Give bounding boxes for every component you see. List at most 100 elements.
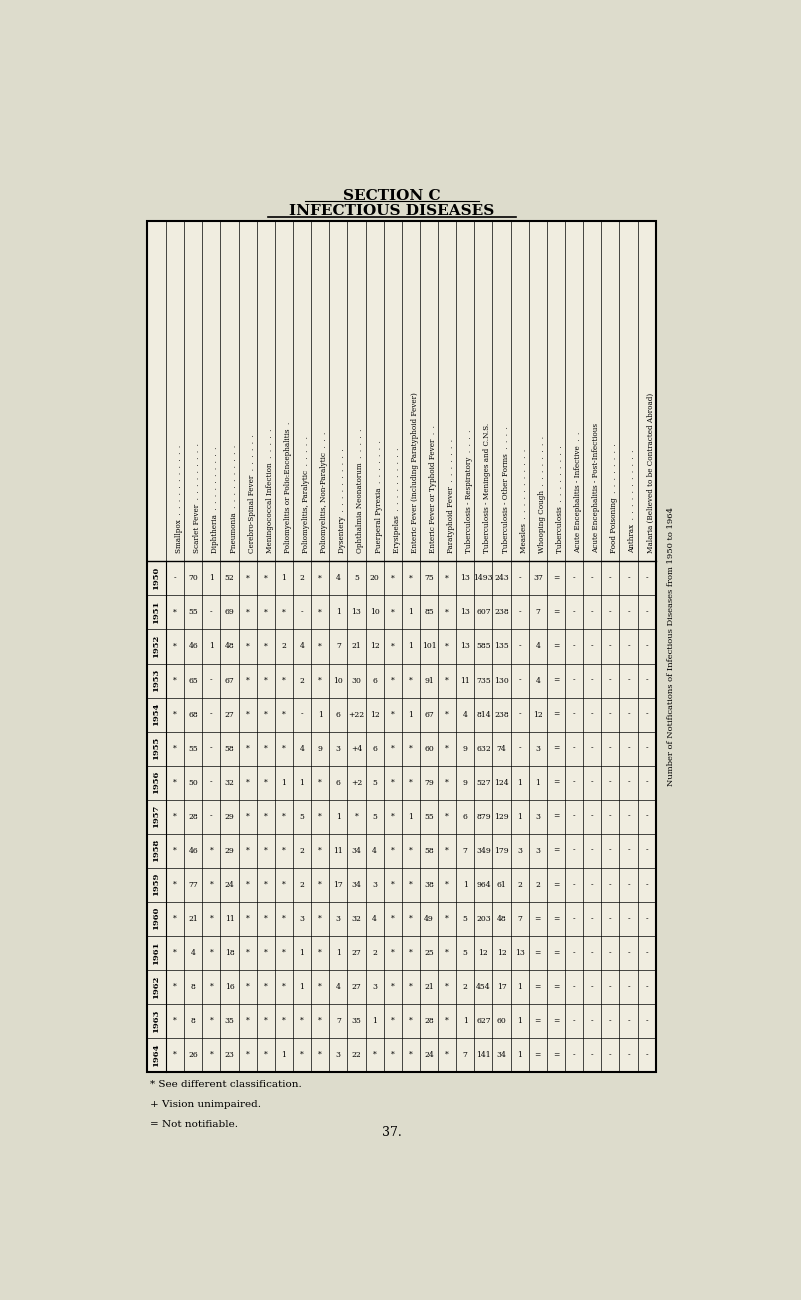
Text: 49: 49 (425, 915, 434, 923)
Text: Enteric Fever (including Paratyphoid Fever): Enteric Fever (including Paratyphoid Fev… (411, 393, 419, 554)
Text: -: - (646, 608, 648, 616)
Text: *: * (264, 676, 268, 685)
Text: 1964: 1964 (152, 1043, 160, 1066)
Text: 38: 38 (424, 880, 434, 889)
Text: -: - (573, 1050, 575, 1060)
Text: 21: 21 (188, 915, 198, 923)
Text: *: * (282, 846, 286, 854)
Text: 7: 7 (535, 608, 540, 616)
Text: *: * (246, 983, 250, 991)
Text: 20: 20 (370, 575, 380, 582)
Text: 1962: 1962 (152, 975, 160, 998)
Text: Tuberculosis - Other Forms  .  .  .  .: Tuberculosis - Other Forms . . . . (501, 426, 509, 554)
Text: 130: 130 (494, 676, 509, 685)
Text: *: * (445, 1017, 449, 1024)
Text: -: - (518, 676, 521, 685)
Text: -: - (573, 745, 575, 753)
Text: -: - (646, 880, 648, 889)
Text: *: * (173, 880, 177, 889)
Text: -: - (609, 846, 612, 854)
Text: -: - (646, 711, 648, 719)
Text: 46: 46 (188, 846, 198, 854)
Text: *: * (391, 642, 395, 650)
Text: Enteric Fever or Typhoid Fever  .  .: Enteric Fever or Typhoid Fever . . (429, 425, 437, 554)
Text: *: * (246, 880, 250, 889)
Text: 2: 2 (300, 575, 304, 582)
Text: *: * (445, 983, 449, 991)
Text: *: * (318, 676, 322, 685)
Text: -: - (591, 642, 594, 650)
Text: *: * (445, 846, 449, 854)
Text: =: = (553, 812, 559, 820)
Text: 13: 13 (461, 575, 470, 582)
Text: *: * (391, 1017, 395, 1024)
Text: 238: 238 (494, 608, 509, 616)
Text: 1: 1 (318, 711, 323, 719)
Text: *: * (246, 745, 250, 753)
Text: -: - (627, 608, 630, 616)
Text: 27: 27 (224, 711, 235, 719)
Text: *: * (173, 1050, 177, 1060)
Text: 1: 1 (409, 711, 413, 719)
Text: -: - (573, 1017, 575, 1024)
Text: 1: 1 (209, 575, 214, 582)
Text: 67: 67 (224, 676, 235, 685)
Text: 1960: 1960 (152, 907, 160, 931)
Text: 585: 585 (476, 642, 491, 650)
Text: 25: 25 (425, 949, 434, 957)
Text: 1: 1 (281, 779, 286, 786)
Text: *: * (391, 779, 395, 786)
Text: 69: 69 (224, 608, 235, 616)
Text: *: * (391, 711, 395, 719)
Text: 4: 4 (463, 711, 468, 719)
Text: + Vision unimpaired.: + Vision unimpaired. (150, 1100, 261, 1109)
Text: =: = (553, 779, 559, 786)
Text: *: * (318, 1017, 322, 1024)
Text: 1: 1 (517, 812, 522, 820)
Text: *: * (372, 1050, 376, 1060)
Text: 3: 3 (300, 915, 304, 923)
Text: 5: 5 (463, 915, 468, 923)
Text: -: - (591, 1050, 594, 1060)
Text: *: * (210, 949, 213, 957)
Text: 28: 28 (425, 1017, 434, 1024)
Text: -: - (573, 779, 575, 786)
Text: 454: 454 (476, 983, 491, 991)
Text: 8: 8 (191, 1017, 195, 1024)
Text: Number of Notifications of Infectious Diseases from 1950 to 1964: Number of Notifications of Infectious Di… (667, 507, 675, 786)
Text: -: - (646, 779, 648, 786)
Text: 52: 52 (224, 575, 235, 582)
Text: -: - (573, 880, 575, 889)
Text: -: - (573, 642, 575, 650)
Text: 4: 4 (191, 949, 195, 957)
Text: 4: 4 (336, 983, 340, 991)
Text: 26: 26 (188, 1050, 198, 1060)
Text: 1: 1 (209, 642, 214, 650)
Text: 12: 12 (370, 711, 380, 719)
Text: =: = (553, 949, 559, 957)
Text: 1952: 1952 (152, 634, 160, 658)
Text: 68: 68 (188, 711, 198, 719)
Text: *: * (264, 711, 268, 719)
Text: *: * (282, 745, 286, 753)
Text: 29: 29 (224, 812, 235, 820)
Text: *: * (445, 915, 449, 923)
Text: -: - (210, 745, 213, 753)
Text: 632: 632 (476, 745, 491, 753)
Text: *: * (282, 949, 286, 957)
Text: *: * (173, 711, 177, 719)
Text: -: - (609, 711, 612, 719)
Text: -: - (646, 846, 648, 854)
Text: 2: 2 (372, 949, 377, 957)
Text: 1: 1 (336, 812, 340, 820)
Text: 5: 5 (354, 575, 359, 582)
Text: 3: 3 (372, 983, 377, 991)
Text: *: * (282, 915, 286, 923)
Text: *: * (246, 1050, 250, 1060)
Text: 65: 65 (188, 676, 198, 685)
Text: 1959: 1959 (152, 874, 160, 897)
Text: *: * (210, 1050, 213, 1060)
Text: 55: 55 (425, 812, 434, 820)
Text: 77: 77 (188, 880, 198, 889)
Text: 13: 13 (515, 949, 525, 957)
